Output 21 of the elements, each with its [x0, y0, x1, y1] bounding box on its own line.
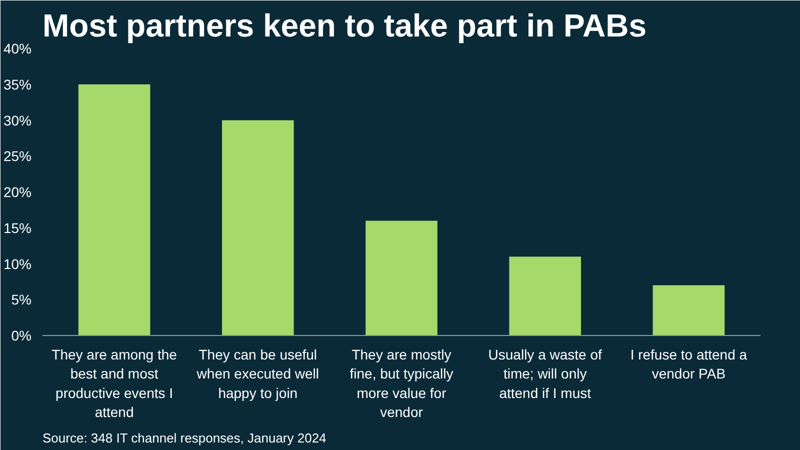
x-tick-label: They are among the best and most productive events I attend	[52, 346, 178, 420]
y-tick-label: 5%	[11, 292, 32, 308]
y-tick-label: 15%	[3, 220, 32, 236]
y-tick-label: 35%	[3, 76, 32, 92]
x-tick-label: Usually a waste of time; will only attend if I must	[488, 346, 602, 401]
source-note: Source: 348 IT channel responses, January 2024	[42, 430, 326, 446]
y-tick-label: 30%	[3, 112, 32, 128]
y-tick-label: 20%	[3, 184, 32, 200]
bar	[509, 256, 581, 336]
bar	[366, 220, 438, 336]
x-tick-label: They can be useful when executed well happy to join	[196, 346, 319, 401]
y-tick-label: 25%	[3, 148, 32, 164]
y-tick-label: 40%	[3, 40, 32, 56]
bar	[222, 120, 294, 336]
y-tick-label: 0%	[11, 328, 32, 344]
chart-title: Most partners keen to take part in PABs	[42, 8, 646, 44]
x-tick-label: I refuse to attend a vendor PAB	[630, 346, 748, 382]
x-tick-label: They are mostly fine, but typically more value for vendor	[350, 346, 454, 420]
bar	[652, 285, 725, 336]
y-tick-label: 10%	[3, 256, 32, 272]
bar	[78, 84, 150, 336]
